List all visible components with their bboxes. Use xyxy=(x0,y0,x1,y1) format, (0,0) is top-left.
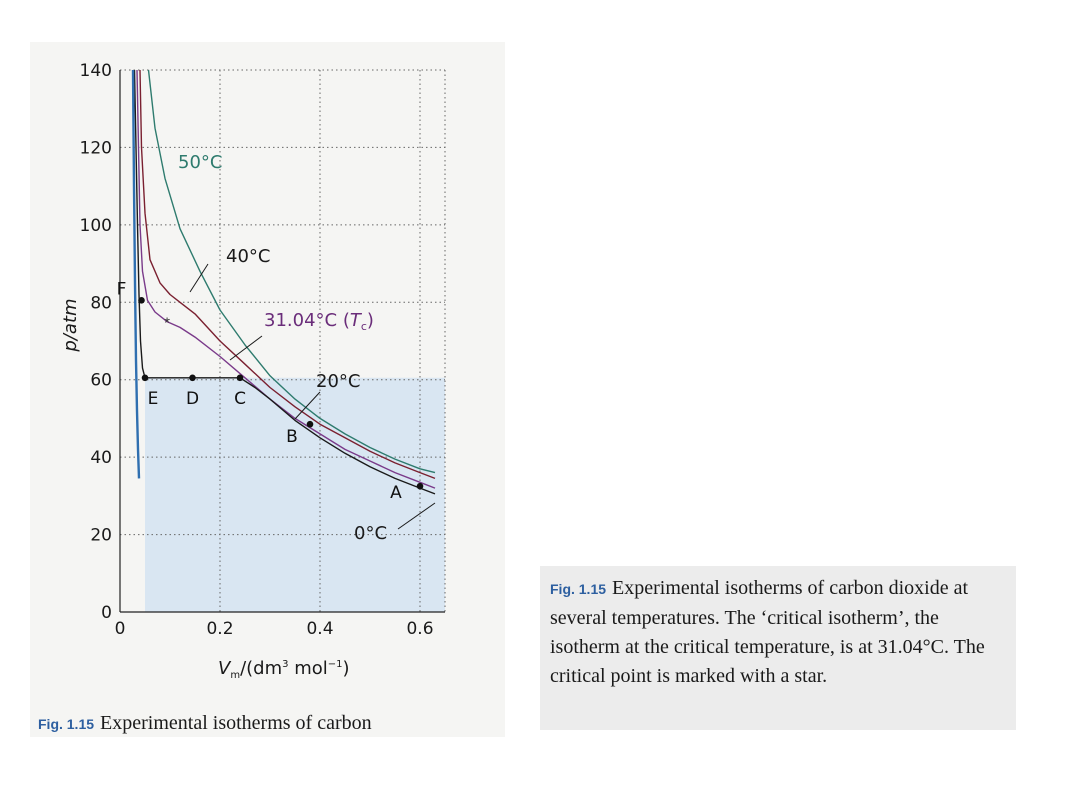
state-point-e xyxy=(141,374,149,382)
label-31c-close: ) xyxy=(367,310,374,331)
state-point-b xyxy=(306,420,314,428)
x-axis-title-v: V xyxy=(218,658,232,679)
y-tick-label: 0 xyxy=(101,603,112,623)
x-axis-title-unit: /(dm xyxy=(240,658,282,679)
tick-labels: 0 20 40 60 80 100 120 140 0 0.2 0.4 0.6 xyxy=(80,61,434,639)
x-tick-label: 0 xyxy=(115,619,126,639)
caption-text: Experimental isotherms of carbon dioxide… xyxy=(550,577,985,687)
isotherm-40-c xyxy=(139,69,436,480)
x-axis-title-close: ) xyxy=(343,658,350,679)
y-tick-label: 40 xyxy=(90,448,112,468)
label-31c-T: T xyxy=(350,310,363,331)
label-leader-line xyxy=(397,502,436,530)
isotherm-50-c xyxy=(147,69,436,474)
label-leader-line xyxy=(229,335,263,361)
figure-number: Fig. 1.15 xyxy=(550,581,607,597)
figure-caption: Fig. 1.15 Experimental isotherms of carbo… xyxy=(550,574,1006,691)
label-leader-line xyxy=(294,391,321,420)
state-point-f xyxy=(138,297,145,304)
caption-text: Experimental isotherms of carbon xyxy=(100,712,372,734)
x-axis-title-sup3: 3 xyxy=(282,659,288,670)
label-leader-line xyxy=(189,263,209,293)
state-points: F E D C B A * xyxy=(117,279,424,503)
state-point-d xyxy=(189,374,196,382)
y-tick-label: 80 xyxy=(90,293,112,313)
figure-number: Fig. 1.15 xyxy=(38,716,95,732)
label-leader-lines xyxy=(189,263,436,530)
isotherm-0-c xyxy=(131,69,141,479)
y-axis-title: p/atm xyxy=(60,298,81,352)
figure-caption-fragment: Fig. 1.15 Experimental isotherms of carbo… xyxy=(38,712,498,735)
liquid-vapour-region xyxy=(145,377,445,612)
label-20c: 20°C xyxy=(316,371,360,392)
critical-point-star: * xyxy=(164,315,170,332)
y-tick-label: 60 xyxy=(90,371,112,391)
state-label-a: A xyxy=(390,483,402,503)
caption-panel: Fig. 1.15 Experimental isotherms of carbo… xyxy=(540,566,1016,730)
isotherm-chart: 0 20 40 60 80 100 120 140 0 0.2 0.4 0.6 F E D C B A * 50°… xyxy=(60,61,446,681)
label-0c: 0°C xyxy=(354,523,387,544)
state-label-e: E xyxy=(148,389,159,409)
state-point-a xyxy=(416,482,424,490)
label-40c: 40°C xyxy=(226,246,270,267)
label-50c: 50°C xyxy=(178,152,222,173)
x-axis-title-supm1: −1 xyxy=(328,659,343,670)
x-tick-label: 0.2 xyxy=(206,619,233,639)
axes xyxy=(119,70,445,613)
x-axis-title: Vm/(dm3 mol−1) xyxy=(218,658,350,681)
shaded-region xyxy=(145,377,445,612)
x-axis-title-sub: m xyxy=(230,670,240,681)
y-tick-label: 20 xyxy=(90,526,112,546)
isotherm-curves xyxy=(131,69,436,495)
state-label-f: F xyxy=(117,279,127,299)
label-31c: 31.04°C (Tc) xyxy=(264,310,374,333)
state-point-c xyxy=(236,374,244,382)
x-tick-label: 0.6 xyxy=(406,619,433,639)
isotherm-20-c xyxy=(133,69,436,495)
y-tick-label: 120 xyxy=(80,138,112,158)
x-axis-title-mol: mol xyxy=(289,658,328,679)
state-label-c: C xyxy=(234,389,246,409)
label-31c-main: 31.04°C ( xyxy=(264,310,350,331)
isotherm-31-04-c-t-c- xyxy=(136,69,436,489)
y-tick-label: 100 xyxy=(80,216,112,236)
state-label-d: D xyxy=(186,389,199,409)
state-label-b: B xyxy=(286,427,298,447)
x-tick-label: 0.4 xyxy=(306,619,333,639)
y-tick-label: 140 xyxy=(80,61,112,81)
label-31c-sub: c xyxy=(361,320,367,333)
